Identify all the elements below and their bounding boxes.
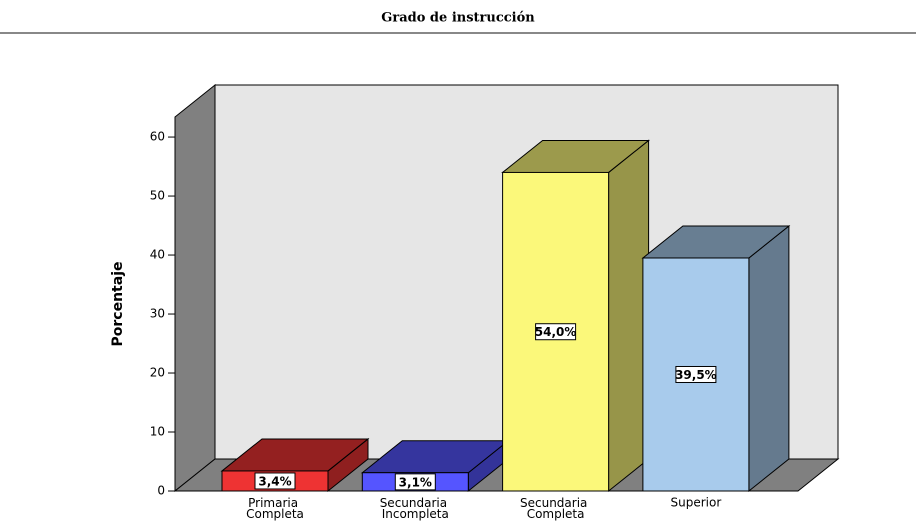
value-label-box [394, 473, 436, 491]
value-label: 3,4% [258, 474, 291, 488]
x-tick-label: Secundaria Completa [520, 496, 591, 521]
x-tick-label: Primaria Completa [246, 496, 304, 521]
value-label-box [535, 323, 577, 341]
y-tick-label: 0 [157, 484, 165, 498]
y-tick-label: 30 [150, 307, 165, 321]
value-label: 39,5% [675, 368, 717, 382]
x-tick-label-line: Secundaria [380, 496, 451, 510]
value-label-box [254, 472, 296, 490]
x-tick-label-line: Primaria [248, 496, 302, 510]
x-tick-label-line: Incompleta [382, 507, 449, 521]
value-label-box [675, 365, 717, 383]
x-tick-label: Secundaria Incompleta [380, 496, 451, 521]
bar-side [748, 224, 790, 493]
x-tick-label-line: Completa [527, 507, 585, 521]
left-wall [174, 83, 216, 493]
x-tick-label-line: Completa [246, 507, 304, 521]
y-tick-label: 60 [150, 130, 165, 144]
y-tick-label: 40 [150, 248, 165, 262]
x-tick-label-line: Secundaria [520, 496, 591, 510]
y-tick-label: 20 [150, 366, 165, 380]
y-axis-label: Porcentaje [110, 262, 126, 347]
chart-title: Grado de instrucción [381, 11, 535, 26]
y-tick-label: 50 [150, 189, 165, 203]
x-tick-label: Superior [671, 496, 722, 510]
value-label: 3,1% [399, 475, 432, 489]
value-label: 54,0% [535, 325, 577, 339]
y-tick-label: 10 [150, 425, 165, 439]
